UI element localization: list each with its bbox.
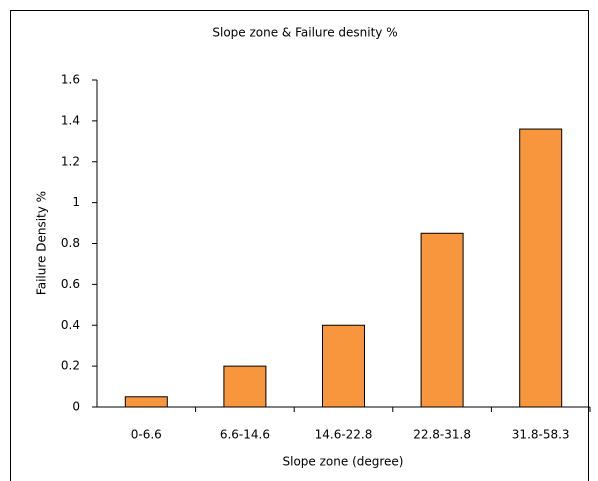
chart-title: Slope zone & Failure desnity % bbox=[212, 26, 397, 40]
x-axis-label: Slope zone (degree) bbox=[283, 455, 404, 469]
x-tick-label: 14.6-22.8 bbox=[315, 428, 373, 442]
y-tick-label: 1.6 bbox=[61, 73, 80, 87]
bar bbox=[124, 396, 168, 408]
x-tick-label: 6.6-14.6 bbox=[220, 428, 270, 442]
y-axis-label: Failure Density % bbox=[35, 191, 49, 295]
bar bbox=[223, 365, 267, 408]
y-tick-label: 0 bbox=[72, 400, 80, 414]
bar bbox=[322, 324, 365, 408]
chart-frame bbox=[10, 10, 589, 481]
y-tick-label: 0.6 bbox=[61, 277, 80, 291]
y-tick-label: 0.2 bbox=[61, 359, 80, 373]
bar bbox=[420, 232, 464, 408]
y-tick-label: 0.4 bbox=[61, 318, 80, 332]
y-tick-label: 1.2 bbox=[61, 154, 80, 168]
y-tick-label: 1.4 bbox=[61, 113, 80, 127]
x-tick-label: 0-6.6 bbox=[131, 428, 162, 442]
x-tick-label: 22.8-31.8 bbox=[413, 428, 471, 442]
y-tick-label: 0.8 bbox=[61, 236, 80, 250]
y-tick-label: 1 bbox=[72, 195, 80, 209]
x-tick-label: 31.8-58.3 bbox=[512, 428, 570, 442]
bar bbox=[519, 128, 563, 408]
